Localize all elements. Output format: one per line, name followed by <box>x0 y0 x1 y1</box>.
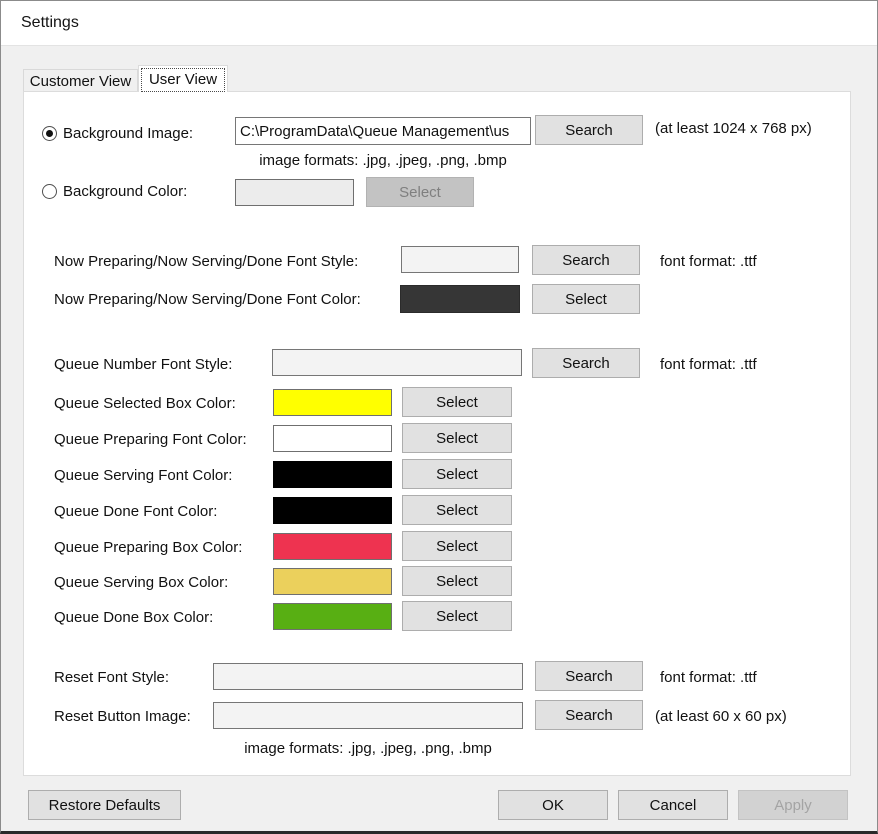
queue-selected-box-color-swatch <box>273 389 392 416</box>
queue-preparing-font-color-label: Queue Preparing Font Color: <box>54 431 247 448</box>
tab-user-view-label: User View <box>148 70 218 88</box>
select-button-label: Select <box>565 290 607 308</box>
now-font-style-label: Now Preparing/Now Serving/Done Font Styl… <box>54 253 359 270</box>
search-button-label: Search <box>565 121 613 139</box>
title-bar: Settings <box>1 1 877 46</box>
queue-serving-box-color-swatch <box>273 568 392 595</box>
user-view-panel: Background Image: Search (at least 1024 … <box>23 91 851 776</box>
select-button-label: Select <box>436 607 478 625</box>
background-image-search-button[interactable]: Search <box>535 115 643 145</box>
queue-done-font-color-select-button[interactable]: Select <box>402 495 512 525</box>
reset-button-image-input[interactable] <box>213 702 523 729</box>
queue-selected-box-color-label: Queue Selected Box Color: <box>54 395 236 412</box>
select-button-label: Select <box>399 183 441 201</box>
reset-font-style-label: Reset Font Style: <box>54 669 170 686</box>
queue-done-box-color-select-button[interactable]: Select <box>402 601 512 631</box>
select-button-label: Select <box>436 393 478 411</box>
queue-serving-font-color-label: Queue Serving Font Color: <box>54 467 233 484</box>
queue-number-font-style-search-button[interactable]: Search <box>532 348 640 378</box>
search-button-label: Search <box>565 667 613 685</box>
reset-button-image-search-button[interactable]: Search <box>535 700 643 730</box>
restore-defaults-label: Restore Defaults <box>48 796 161 814</box>
queue-number-font-style-note: font format: .ttf <box>660 356 757 373</box>
now-font-color-select-button[interactable]: Select <box>532 284 640 314</box>
search-button-label: Search <box>562 354 610 372</box>
apply-label: Apply <box>774 796 812 814</box>
cancel-label: Cancel <box>649 796 697 814</box>
queue-preparing-box-color-swatch <box>273 533 392 560</box>
queue-done-font-color-label: Queue Done Font Color: <box>54 503 218 520</box>
queue-number-font-style-label: Queue Number Font Style: <box>54 356 233 373</box>
select-button-label: Select <box>436 429 478 447</box>
queue-selected-box-color-select-button[interactable]: Select <box>402 387 512 417</box>
window-title: Settings <box>21 14 79 31</box>
background-color-radio[interactable] <box>42 184 57 199</box>
queue-serving-font-color-select-button[interactable]: Select <box>402 459 512 489</box>
cancel-button[interactable]: Cancel <box>618 790 728 820</box>
now-font-style-input[interactable] <box>401 246 519 273</box>
select-button-label: Select <box>436 501 478 519</box>
background-image-label: Background Image: <box>63 125 194 142</box>
background-image-radio[interactable] <box>42 126 57 141</box>
queue-preparing-font-color-swatch <box>273 425 392 452</box>
apply-button: Apply <box>738 790 848 820</box>
search-button-label: Search <box>562 251 610 269</box>
select-button-label: Select <box>436 572 478 590</box>
queue-serving-font-color-swatch <box>273 461 392 488</box>
reset-button-image-size-note: (at least 60 x 60 px) <box>655 708 787 725</box>
queue-done-font-color-swatch <box>273 497 392 524</box>
queue-preparing-box-color-label: Queue Preparing Box Color: <box>54 539 243 556</box>
queue-serving-box-color-label: Queue Serving Box Color: <box>54 574 229 591</box>
background-image-size-note: (at least 1024 x 768 px) <box>655 120 812 137</box>
queue-number-font-style-input[interactable] <box>272 349 522 376</box>
tab-user-view[interactable]: User View <box>138 65 228 92</box>
now-font-color-swatch <box>400 285 520 313</box>
now-font-color-label: Now Preparing/Now Serving/Done Font Colo… <box>54 291 361 308</box>
image-formats-note-bottom: image formats: .jpg, .jpeg, .png, .bmp <box>244 740 492 757</box>
select-button-label: Select <box>436 537 478 555</box>
reset-font-style-input[interactable] <box>213 663 523 690</box>
tab-customer-view-label: Customer View <box>29 72 132 90</box>
queue-preparing-box-color-select-button[interactable]: Select <box>402 531 512 561</box>
background-color-label: Background Color: <box>63 183 188 200</box>
image-formats-note-top: image formats: .jpg, .jpeg, .png, .bmp <box>259 152 507 169</box>
background-image-path-input[interactable] <box>235 117 531 145</box>
ok-button[interactable]: OK <box>498 790 608 820</box>
queue-preparing-font-color-select-button[interactable]: Select <box>402 423 512 453</box>
queue-done-box-color-label: Queue Done Box Color: <box>54 609 214 626</box>
reset-font-style-note: font format: .ttf <box>660 669 757 686</box>
background-color-swatch <box>235 179 354 206</box>
ok-label: OK <box>542 796 564 814</box>
now-font-style-note: font format: .ttf <box>660 253 757 270</box>
reset-button-image-label: Reset Button Image: <box>54 708 191 725</box>
background-color-select-button: Select <box>366 177 474 207</box>
select-button-label: Select <box>436 465 478 483</box>
search-button-label: Search <box>565 706 613 724</box>
tab-customer-view[interactable]: Customer View <box>23 69 138 92</box>
queue-serving-box-color-select-button[interactable]: Select <box>402 566 512 596</box>
restore-defaults-button[interactable]: Restore Defaults <box>28 790 181 820</box>
reset-font-style-search-button[interactable]: Search <box>535 661 643 691</box>
queue-done-box-color-swatch <box>273 603 392 630</box>
now-font-style-search-button[interactable]: Search <box>532 245 640 275</box>
